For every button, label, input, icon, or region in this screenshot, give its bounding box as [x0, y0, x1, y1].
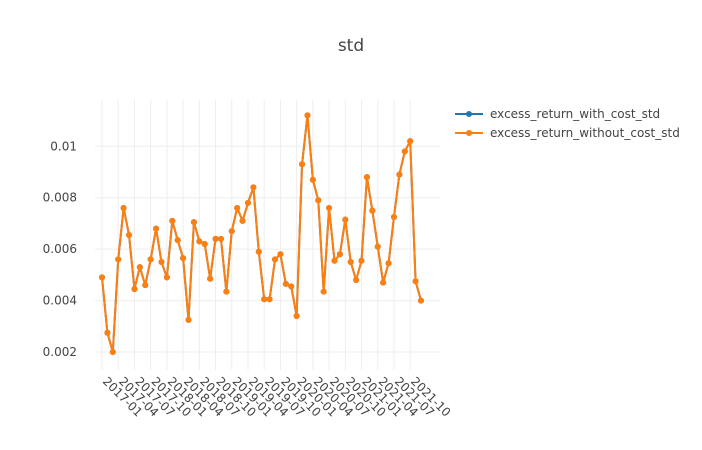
data-point — [363, 174, 370, 181]
data-point — [104, 329, 111, 336]
chart-title: std — [338, 36, 364, 56]
data-point — [126, 232, 133, 238]
legend-label: excess_return_without_cost_std — [490, 126, 680, 140]
data-point — [358, 257, 365, 264]
data-point — [115, 256, 122, 263]
data-point — [390, 214, 397, 220]
series-1 — [99, 112, 424, 355]
data-point — [228, 228, 235, 235]
data-point — [131, 286, 138, 292]
data-point — [147, 256, 154, 263]
data-point — [369, 207, 376, 214]
data-point — [326, 205, 333, 211]
y-tick-label: 0.008 — [43, 191, 77, 205]
data-point — [407, 138, 414, 145]
data-point — [261, 296, 268, 303]
data-point — [201, 241, 208, 247]
data-point — [418, 297, 424, 304]
data-point — [277, 251, 284, 258]
data-point — [174, 237, 181, 244]
data-point — [320, 288, 327, 295]
data-point — [207, 275, 214, 282]
data-point — [282, 280, 289, 287]
data-point — [180, 255, 187, 262]
y-axis-ticks: 0.002 0.004 0.006 0.008 0.01 — [43, 139, 77, 359]
x-axis-ticks: 2017-012017-042017-072017-102018-012018-… — [100, 374, 454, 419]
data-point — [120, 205, 127, 211]
data-point — [374, 243, 381, 250]
data-point — [342, 216, 349, 223]
series-layer — [99, 112, 424, 355]
data-point — [223, 288, 230, 295]
data-point — [336, 251, 343, 258]
data-point — [412, 278, 419, 285]
data-point — [288, 283, 295, 290]
data-point — [331, 257, 338, 264]
data-point — [266, 296, 273, 303]
y-tick-label: 0.01 — [50, 139, 77, 153]
data-point — [142, 282, 149, 289]
legend-item[interactable]: excess_return_without_cost_std — [455, 126, 680, 140]
data-point — [217, 235, 224, 242]
data-point — [163, 274, 170, 281]
data-point — [250, 184, 257, 191]
data-point — [347, 259, 354, 265]
y-tick-label: 0.002 — [43, 345, 77, 359]
data-point — [396, 171, 403, 178]
data-point — [380, 279, 387, 286]
data-point — [293, 313, 300, 319]
data-point — [234, 205, 241, 211]
data-point — [244, 199, 251, 206]
data-point — [272, 256, 279, 263]
data-point — [353, 277, 360, 283]
data-point — [109, 349, 116, 355]
data-point — [304, 112, 311, 119]
data-point — [185, 316, 192, 323]
data-point — [239, 217, 246, 224]
y-tick-label: 0.004 — [43, 294, 77, 308]
data-point — [99, 274, 105, 281]
data-point — [190, 219, 197, 226]
data-point — [158, 259, 165, 265]
data-point — [212, 235, 219, 242]
data-point — [401, 148, 408, 155]
data-point — [315, 197, 322, 204]
legend-item[interactable]: excess_return_with_cost_std — [455, 107, 660, 121]
data-point — [169, 217, 176, 224]
legend-label: excess_return_with_cost_std — [490, 107, 660, 121]
y-tick-label: 0.006 — [43, 242, 77, 256]
data-point — [299, 161, 306, 168]
series-line — [101, 114, 422, 353]
legend: excess_return_with_cost_std excess_return… — [455, 107, 680, 140]
data-point — [136, 264, 143, 271]
data-point — [255, 248, 262, 255]
data-point — [196, 238, 203, 245]
data-point — [153, 225, 160, 232]
data-point — [309, 176, 316, 183]
data-point — [385, 260, 392, 267]
legend-swatch-marker — [466, 111, 472, 117]
legend-swatch-marker — [466, 130, 472, 136]
